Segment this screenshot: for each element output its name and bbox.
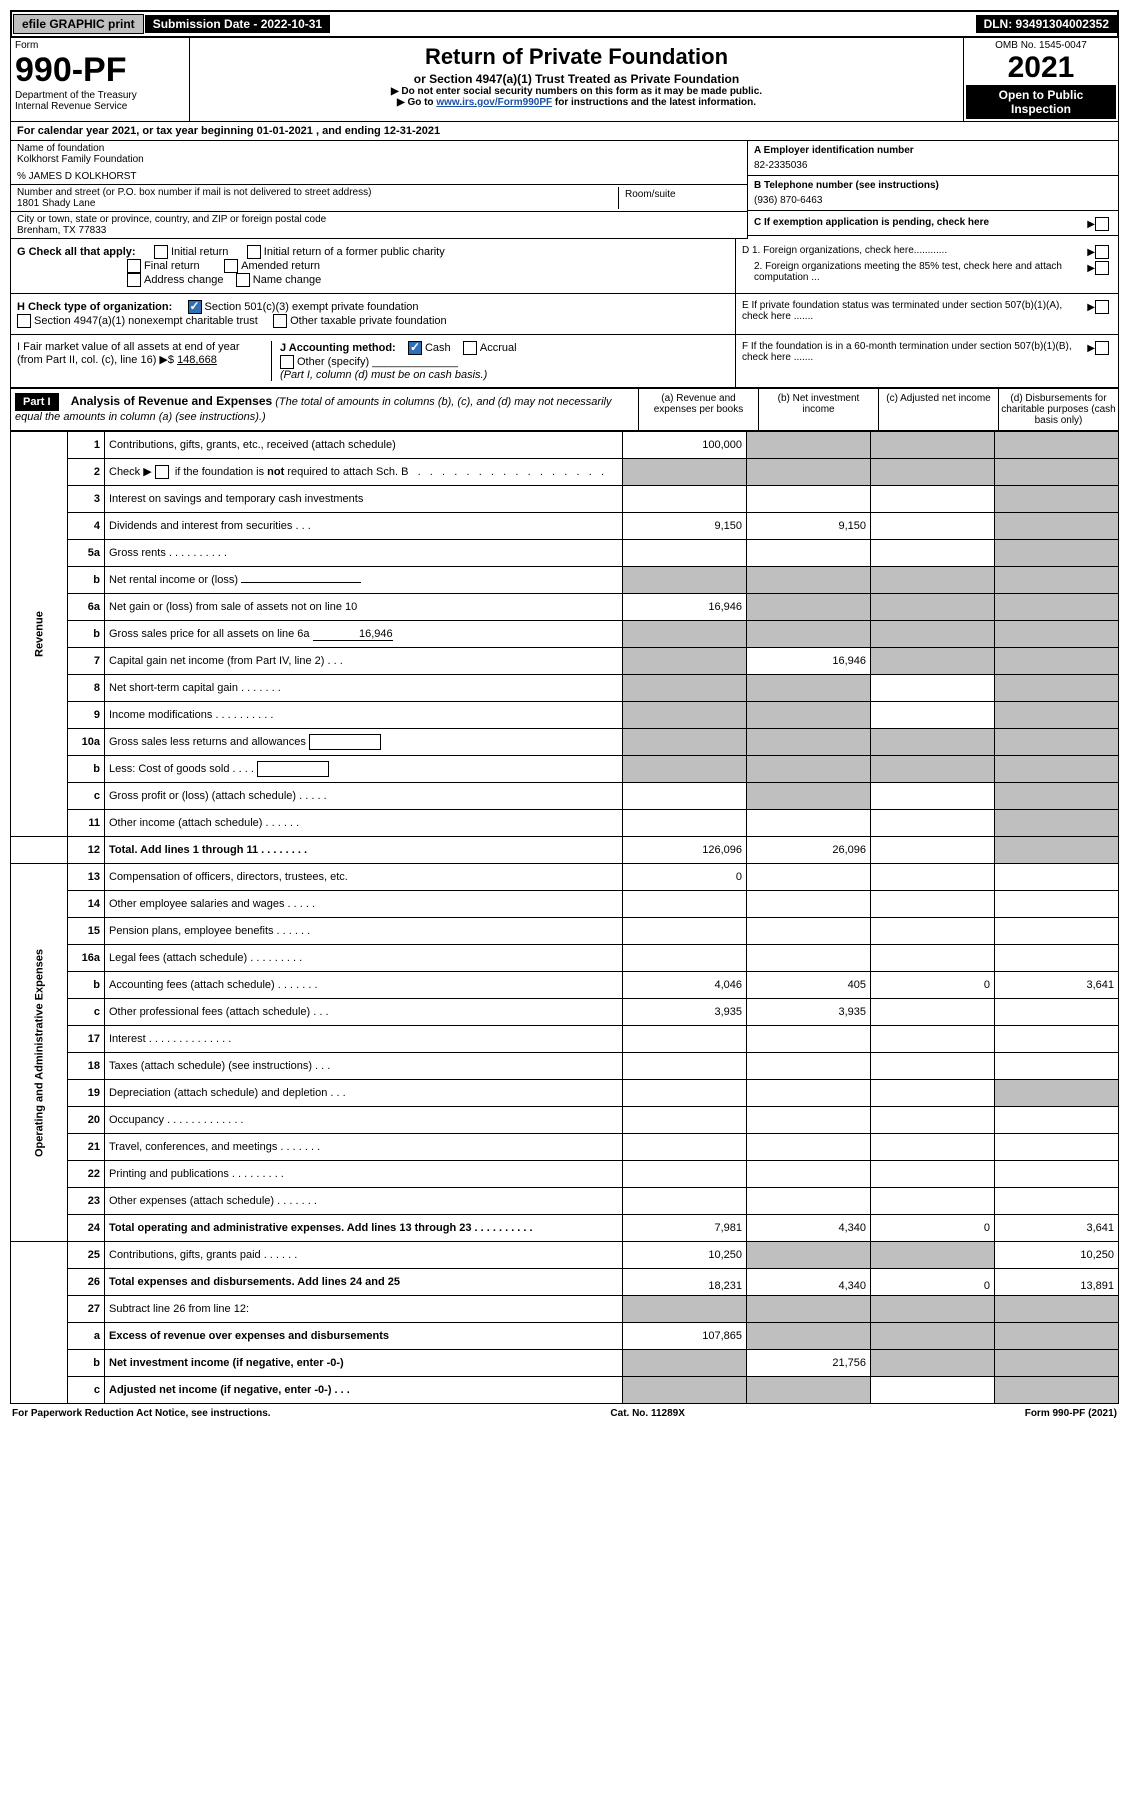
j-note: (Part I, column (d) must be on cash basi…	[280, 369, 487, 381]
form-label: Form	[15, 40, 185, 51]
dept1: Department of the Treasury	[15, 90, 185, 101]
form-title: Return of Private Foundation	[194, 44, 959, 70]
side-revenue: Revenue	[11, 432, 68, 837]
row-2-desc: Check ▶ if the foundation is not require…	[105, 459, 623, 486]
omb: OMB No. 1545-0047	[966, 40, 1116, 51]
street-address: 1801 Shady Lane	[17, 198, 618, 209]
final-return-cb[interactable]	[127, 259, 141, 273]
amended-cb[interactable]	[224, 259, 238, 273]
foundation-name: Kolkhorst Family Foundation	[17, 154, 741, 165]
phone-value: (936) 870-6463	[754, 195, 1112, 206]
d2-cb[interactable]	[1095, 261, 1109, 275]
schb-cb[interactable]	[155, 465, 169, 479]
ein-value: 82-2335036	[754, 160, 1112, 171]
h-row: H Check type of organization: Section 50…	[10, 294, 1119, 335]
footer-right: Form 990-PF (2021)	[1025, 1408, 1117, 1419]
submission-date: Submission Date - 2022-10-31	[145, 15, 330, 33]
dept2: Internal Revenue Service	[15, 101, 185, 112]
care-of: % JAMES D KOLKHORST	[17, 171, 741, 182]
irs-link[interactable]: www.irs.gov/Form990PF	[436, 97, 552, 108]
j-cash-cb[interactable]	[408, 341, 422, 355]
h-label: H Check type of organization:	[17, 301, 172, 313]
j-accrual-cb[interactable]	[463, 341, 477, 355]
initial-public-cb[interactable]	[247, 245, 261, 259]
name-label: Name of foundation	[17, 143, 741, 154]
page-footer: For Paperwork Reduction Act Notice, see …	[10, 1404, 1119, 1423]
phone-label: B Telephone number (see instructions)	[754, 180, 939, 191]
addr-label: Number and street (or P.O. box number if…	[17, 187, 618, 198]
row-1-desc: Contributions, gifts, grants, etc., rece…	[105, 432, 623, 459]
info-block: Name of foundation Kolkhorst Family Foun…	[10, 141, 1119, 239]
footer-left: For Paperwork Reduction Act Notice, see …	[12, 1408, 271, 1419]
ein-label: A Employer identification number	[754, 145, 914, 156]
initial-return-cb[interactable]	[154, 245, 168, 259]
analysis-table: Revenue 1 Contributions, gifts, grants, …	[10, 431, 1119, 1404]
c-checkbox[interactable]	[1095, 217, 1109, 231]
note-link: ▶ Go to www.irs.gov/Form990PF for instru…	[194, 97, 959, 108]
g-row: G Check all that apply: Initial return I…	[10, 239, 1119, 294]
row-1-a: 100,000	[623, 432, 747, 459]
note-ssn: ▶ Do not enter social security numbers o…	[194, 86, 959, 97]
h-4947-cb[interactable]	[17, 314, 31, 328]
e-label: E If private foundation status was termi…	[742, 300, 1087, 322]
part1-title: Analysis of Revenue and Expenses	[71, 394, 272, 408]
col-a: (a) Revenue and expenses per books	[638, 389, 758, 430]
name-change-cb[interactable]	[236, 273, 250, 287]
e-cb[interactable]	[1095, 300, 1109, 314]
i-value: 148,668	[177, 354, 217, 366]
col-c: (c) Adjusted net income	[878, 389, 998, 430]
h-other-cb[interactable]	[273, 314, 287, 328]
d1: D 1. Foreign organizations, check here..…	[742, 245, 1087, 256]
ij-row: I Fair market value of all assets at end…	[10, 335, 1119, 388]
part1-label: Part I	[15, 393, 59, 411]
form-number: 990-PF	[15, 51, 185, 90]
j-other-cb[interactable]	[280, 355, 294, 369]
dln: DLN: 93491304002352	[976, 15, 1117, 33]
part1-header: Part I Analysis of Revenue and Expenses …	[10, 388, 1119, 431]
efile-button[interactable]: efile GRAPHIC print	[13, 14, 144, 34]
h-501-cb[interactable]	[188, 300, 202, 314]
city-state-zip: Brenham, TX 77833	[17, 225, 741, 236]
f-label: F If the foundation is in a 60-month ter…	[742, 341, 1087, 363]
c-label: C If exemption application is pending, c…	[754, 217, 1087, 228]
city-label: City or town, state or province, country…	[17, 214, 741, 225]
col-b: (b) Net investment income	[758, 389, 878, 430]
tax-year: 2021	[966, 51, 1116, 85]
address-change-cb[interactable]	[127, 273, 141, 287]
d1-cb[interactable]	[1095, 245, 1109, 259]
f-cb[interactable]	[1095, 341, 1109, 355]
form-header: Form 990-PF Department of the Treasury I…	[10, 38, 1119, 122]
d2: 2. Foreign organizations meeting the 85%…	[742, 261, 1087, 283]
top-bar: efile GRAPHIC print Submission Date - 20…	[10, 10, 1119, 38]
form-subtitle: or Section 4947(a)(1) Trust Treated as P…	[194, 72, 959, 86]
g-label: G Check all that apply:	[17, 246, 136, 258]
footer-mid: Cat. No. 11289X	[610, 1408, 684, 1419]
j-label: J Accounting method:	[280, 342, 396, 354]
col-d: (d) Disbursements for charitable purpose…	[998, 389, 1118, 430]
room-label: Room/suite	[625, 189, 735, 200]
open-public: Open to Public Inspection	[966, 85, 1116, 119]
calendar-year-row: For calendar year 2021, or tax year begi…	[10, 122, 1119, 141]
side-expenses: Operating and Administrative Expenses	[11, 864, 68, 1242]
